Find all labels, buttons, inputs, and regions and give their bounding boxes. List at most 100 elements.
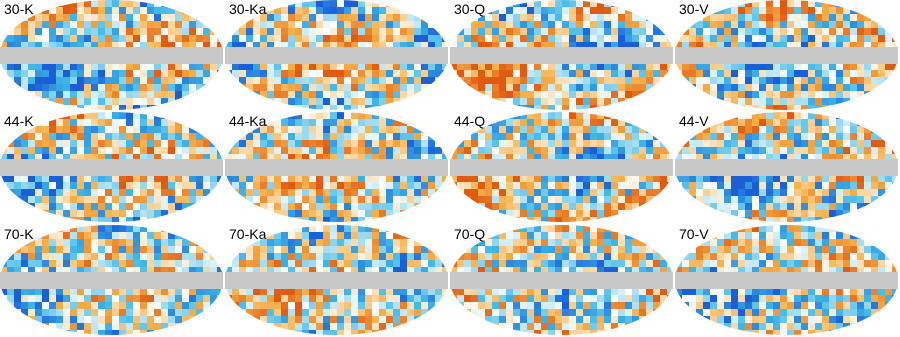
map-pixel (217, 309, 225, 317)
map-pixel (105, 0, 113, 8)
map-pixel (189, 7, 197, 15)
map-pixel (140, 84, 148, 92)
map-pixel (555, 7, 563, 15)
map-pixel (520, 210, 528, 218)
map-pixel (745, 196, 753, 204)
map-pixel (597, 63, 605, 71)
map-pixel (759, 119, 767, 127)
map-pixel (267, 91, 275, 99)
map-pixel (260, 133, 268, 141)
map-pixel (534, 35, 542, 43)
map-pixel (534, 133, 542, 141)
map-pixel (892, 77, 900, 85)
map-pixel (49, 14, 57, 22)
map-pixel (323, 126, 331, 134)
map-pixel (210, 182, 218, 190)
map-pixel (393, 246, 401, 254)
map-pixel (253, 70, 261, 78)
map-pixel (864, 84, 872, 92)
map-pixel (182, 309, 190, 317)
map-pixel (421, 246, 429, 254)
map-pixel (787, 21, 795, 29)
map-pixel (105, 133, 113, 141)
map-pixel (555, 35, 563, 43)
map-pixel (239, 63, 247, 71)
map-pixel (63, 91, 71, 99)
map-pixel (885, 70, 893, 78)
map-pixel (175, 126, 183, 134)
map-pixel (435, 119, 443, 127)
map-pixel (42, 14, 50, 22)
map-pixel (77, 91, 85, 99)
map-pixel (330, 112, 338, 120)
map-pixel (520, 63, 528, 71)
map-pixel (766, 147, 774, 155)
map-pixel (878, 196, 886, 204)
map-pixel (42, 105, 50, 113)
map-pixel (267, 28, 275, 36)
map-pixel (738, 70, 746, 78)
map-pixel (710, 112, 718, 120)
map-pixel (541, 14, 549, 22)
map-pixel (421, 175, 429, 183)
map-pixel (618, 28, 626, 36)
map-pixel (604, 217, 612, 225)
map-pixel (42, 330, 50, 337)
map-pixel (773, 14, 781, 22)
map-pixel (330, 147, 338, 155)
map-pixel (407, 175, 415, 183)
map-pixel (386, 77, 394, 85)
map-pixel (611, 98, 619, 106)
map-pixel (372, 189, 380, 197)
map-pixel (316, 105, 324, 113)
map-pixel (168, 295, 176, 303)
map-pixel (738, 196, 746, 204)
map-pixel (710, 0, 718, 8)
map-pixel (815, 210, 823, 218)
map-pixel (309, 147, 317, 155)
map-pixel (98, 203, 106, 211)
map-pixel (168, 175, 176, 183)
map-pixel (731, 203, 739, 211)
map-pixel (569, 126, 577, 134)
map-pixel (850, 105, 858, 113)
map-pixel (780, 196, 788, 204)
map-pixel (70, 260, 78, 268)
map-pixel (639, 91, 647, 99)
map-pixel (576, 35, 584, 43)
map-pixel (168, 63, 176, 71)
map-pixel (675, 63, 683, 71)
map-pixel (295, 288, 303, 296)
map-pixel (660, 63, 668, 71)
map-pixel (857, 77, 865, 85)
map-pixel (91, 28, 99, 36)
map-pixel (836, 112, 844, 120)
map-pixel (147, 210, 155, 218)
map-pixel (548, 98, 556, 106)
map-pixel (513, 0, 521, 8)
map-pixel (217, 35, 225, 43)
map-pixel (885, 35, 893, 43)
map-pixel (161, 239, 169, 247)
map-pixel (168, 323, 176, 331)
map-pixel (98, 119, 106, 127)
map-pixel (232, 140, 240, 148)
map-pixel (590, 133, 598, 141)
map-pixel (407, 28, 415, 36)
map-pixel (112, 105, 120, 113)
map-pixel (337, 147, 345, 155)
map-pixel (70, 175, 78, 183)
map-pixel (98, 295, 106, 303)
map-pixel (442, 232, 450, 240)
map-pixel (168, 217, 176, 225)
map-pixel (527, 147, 535, 155)
map-pixel (21, 21, 29, 29)
map-pixel (421, 210, 429, 218)
map-pixel (189, 210, 197, 218)
map-pixel (597, 105, 605, 113)
map-pixel (182, 14, 190, 22)
map-pixel (189, 182, 197, 190)
map-pixel (98, 196, 106, 204)
map-pixel (154, 35, 162, 43)
map-pixel (660, 175, 668, 183)
